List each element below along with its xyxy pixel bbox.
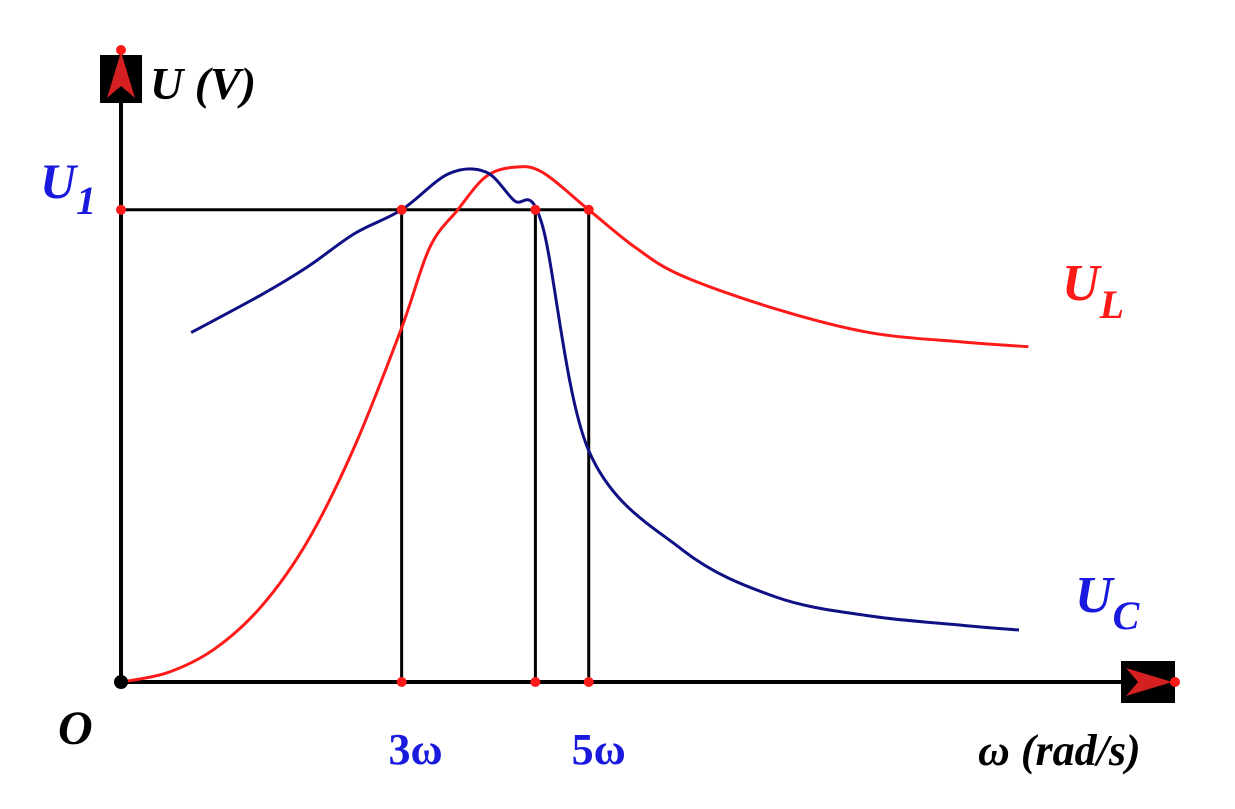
series-line-uc — [190, 167, 1020, 632]
origin-dot — [114, 675, 128, 689]
intersection-dot — [530, 204, 541, 215]
x-tick-dot — [396, 677, 407, 687]
y-axis-label: U (V) — [150, 58, 256, 109]
intersection-dot — [396, 204, 407, 215]
x-tick-label: 5ω — [572, 725, 626, 774]
y-tick-label: U1 — [40, 153, 96, 223]
marker-dots — [114, 204, 594, 689]
intersection-dot — [583, 204, 594, 215]
series-line-ul — [120, 165, 1029, 684]
y-axis-arrow-icon — [100, 45, 142, 103]
axes — [100, 45, 1180, 703]
x-tick-label: 3ω — [389, 725, 443, 774]
origin-label: O — [58, 702, 93, 755]
x-axis-arrow-icon — [1121, 661, 1180, 703]
u1-tick-dot — [116, 204, 126, 215]
x-axis-end-dot — [1170, 677, 1180, 687]
x-axis-label: ω (rad/s) — [978, 726, 1141, 775]
y-axis-end-dot — [116, 45, 126, 55]
series-lines — [120, 165, 1029, 684]
series-label-uc: UC — [1075, 567, 1141, 638]
guide-lines — [121, 208, 591, 682]
x-tick-dot — [583, 677, 594, 687]
series-label-ul: UL — [1062, 255, 1124, 327]
x-tick-dot — [530, 677, 541, 687]
